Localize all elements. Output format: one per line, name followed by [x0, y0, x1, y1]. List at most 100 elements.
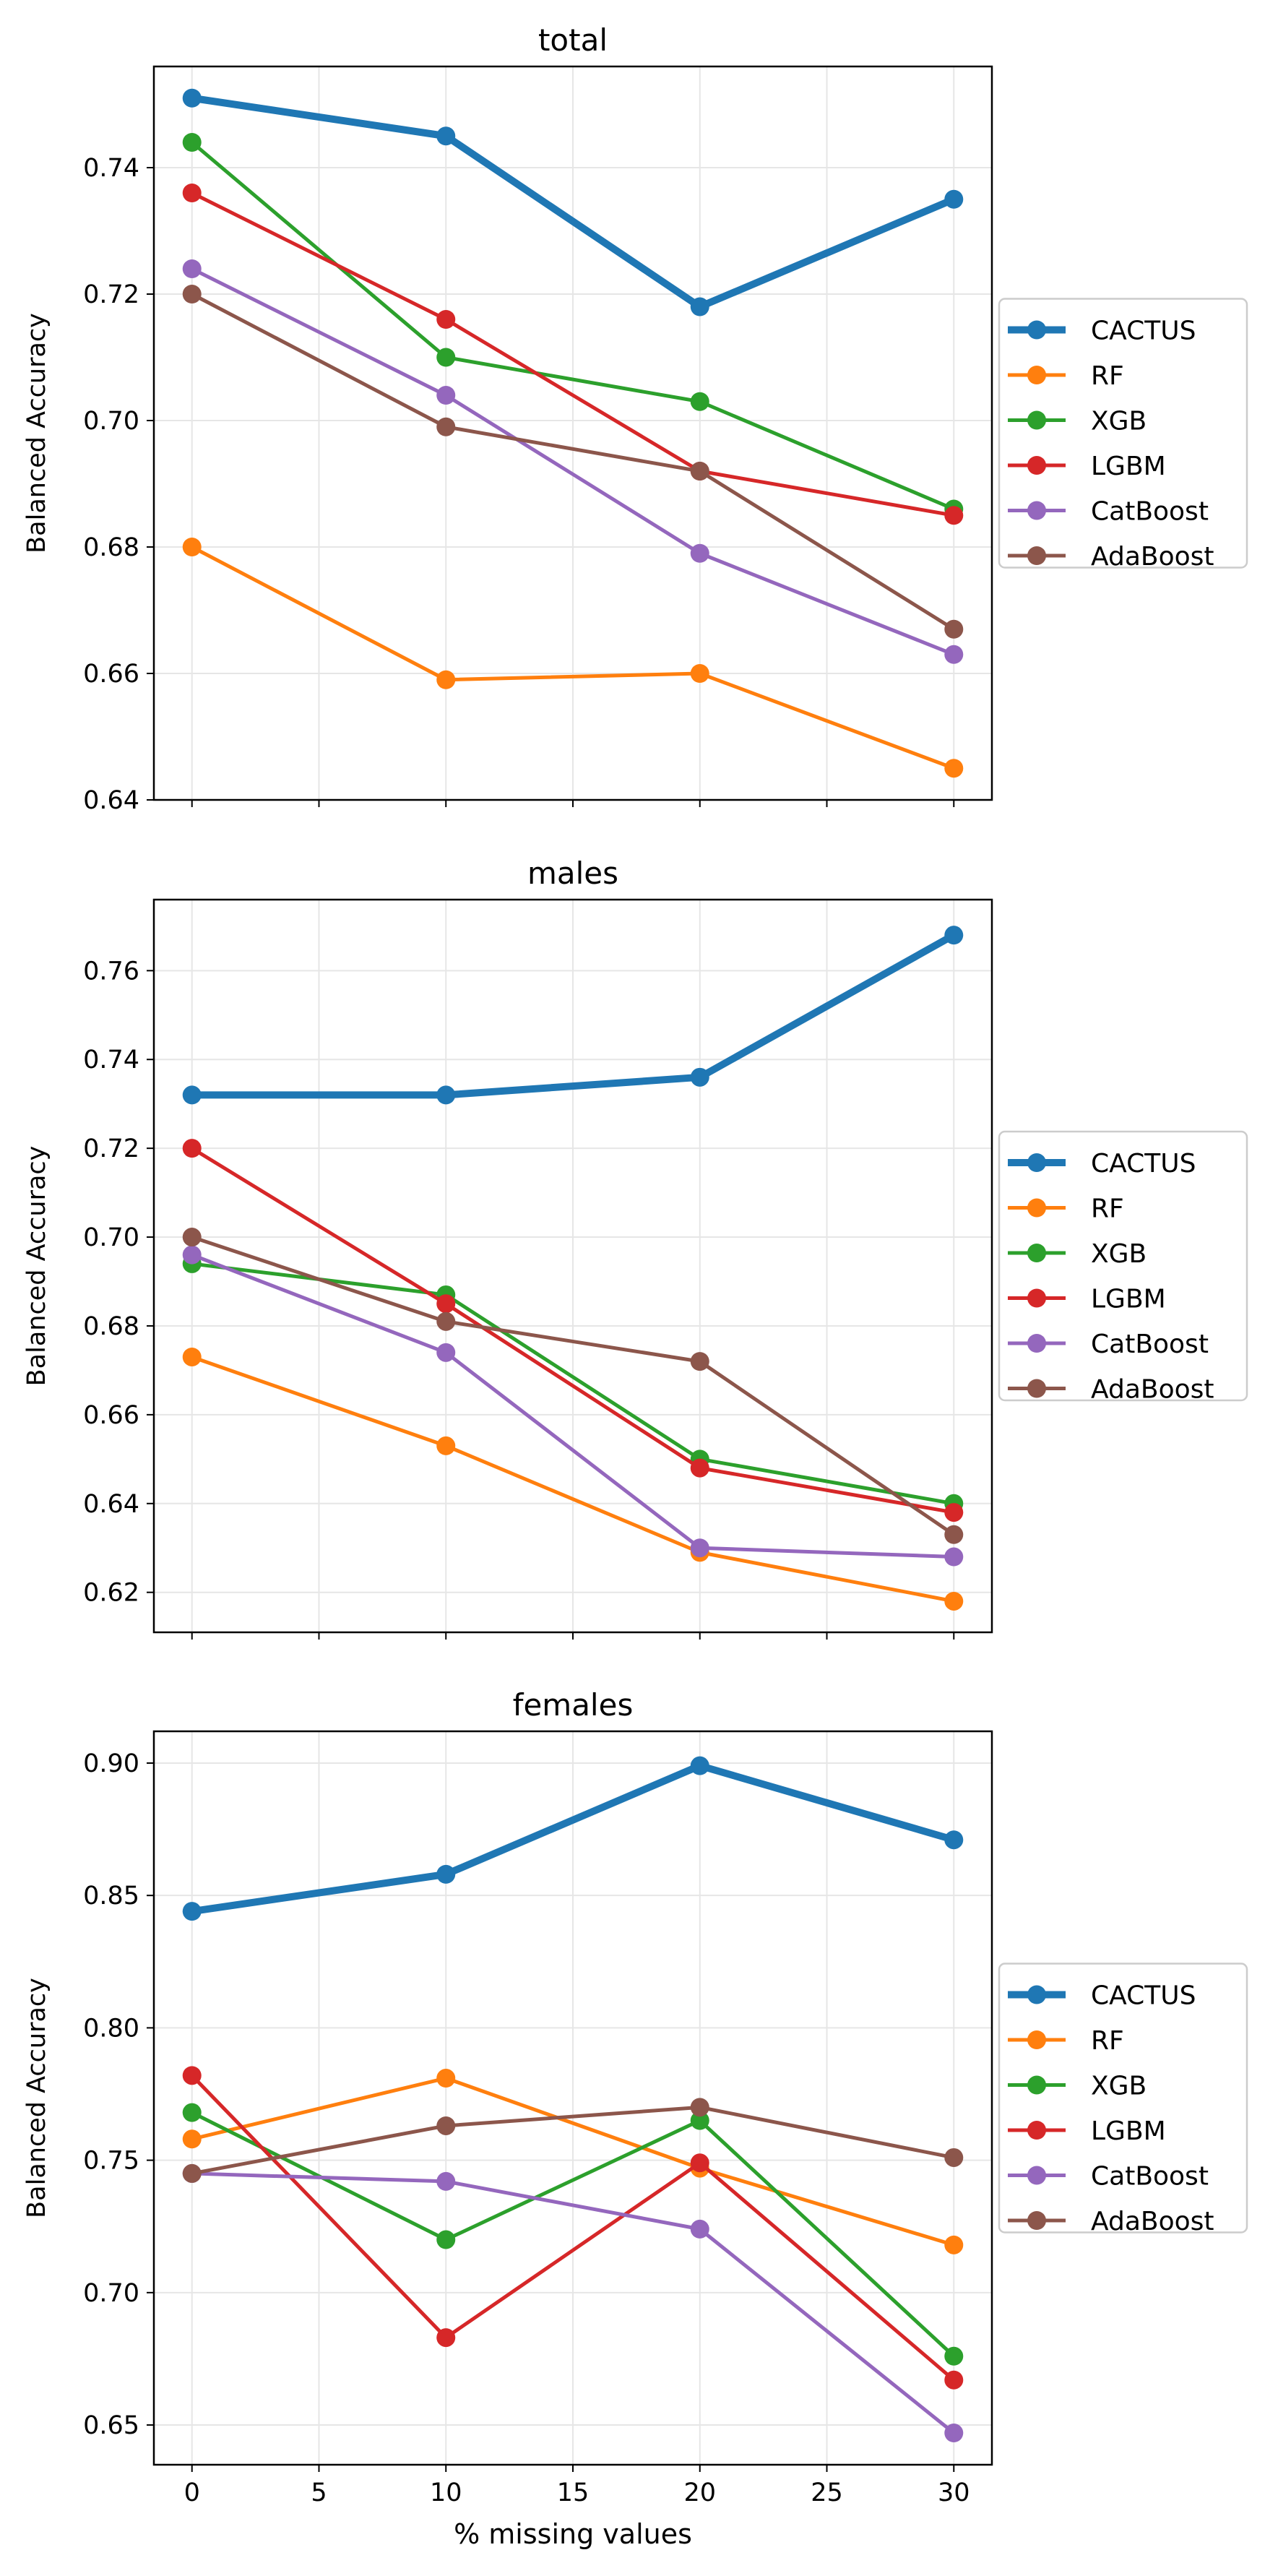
legend-label: RF [1091, 1194, 1124, 1224]
y-tick-label: 0.72 [83, 280, 139, 309]
x-tick-label: 0 [184, 2478, 200, 2507]
series-RF [182, 2069, 964, 2254]
legend-label: XGB [1091, 1239, 1147, 1269]
data-point-AdaBoost [690, 1352, 709, 1371]
y-tick-label: 0.76 [83, 957, 139, 986]
data-point-AdaBoost [436, 1311, 456, 1331]
series-line-CACTUS [188, 94, 958, 311]
legend-label: XGB [1091, 2072, 1147, 2101]
y-tick-label: 0.65 [83, 2411, 139, 2440]
legend-marker-LGBM [1027, 456, 1046, 475]
data-point-AdaBoost [182, 2163, 202, 2183]
data-point-AdaBoost [690, 462, 709, 481]
series-CACTUS [182, 88, 964, 316]
legend-label: LGBM [1091, 1285, 1166, 1314]
x-axis-label: % missing values [454, 2518, 692, 2550]
series-line-AdaBoost [190, 2105, 956, 2176]
panel-title: males [527, 856, 618, 891]
data-point-XGB [436, 2230, 456, 2249]
data-point-RF [436, 2069, 456, 2088]
data-point-CatBoost [436, 2171, 456, 2191]
y-tick-label: 0.74 [83, 154, 139, 183]
series-CatBoost [182, 1245, 964, 1567]
legend-frame [998, 1130, 1248, 1402]
legend: CACTUS RF XGB LGBM CatBoost AdaBoost [998, 298, 1248, 572]
data-point-CACTUS [690, 297, 709, 316]
y-tick-label: 0.64 [83, 786, 139, 815]
legend-label: RF [1091, 361, 1124, 391]
series-line-CatBoost [190, 267, 956, 657]
series-line-LGBM [190, 191, 956, 517]
series-line-CACTUS [188, 931, 958, 1099]
y-axis-label: Balanced Accuracy [22, 1978, 51, 2218]
data-point-RF [436, 1436, 456, 1455]
legend-marker-AdaBoost [1027, 546, 1046, 565]
x-tick-label: 5 [311, 2478, 327, 2507]
legend-frame [998, 298, 1248, 569]
y-tick-label: 0.90 [83, 1749, 139, 1778]
legend-marker-AdaBoost [1027, 1379, 1046, 1398]
series-line-RF [190, 545, 956, 770]
data-point-AdaBoost [182, 1228, 202, 1247]
series-line-LGBM [190, 1146, 956, 1515]
data-point-CACTUS [944, 926, 964, 945]
data-point-CACTUS [436, 1085, 456, 1105]
y-tick-label: 0.80 [83, 2014, 139, 2043]
data-point-AdaBoost [436, 417, 456, 436]
data-point-AdaBoost [944, 1525, 964, 1544]
grid [154, 1731, 992, 2465]
series-AdaBoost [182, 2098, 964, 2183]
data-point-AdaBoost [182, 285, 202, 303]
y-tick-label: 0.66 [83, 1401, 139, 1430]
series-AdaBoost [182, 285, 964, 639]
series-LGBM [182, 2066, 964, 2390]
data-point-RF [182, 2129, 202, 2149]
legend-marker-CACTUS [1027, 1153, 1046, 1172]
data-point-LGBM [690, 2153, 709, 2173]
legend-marker-CACTUS [1027, 1985, 1046, 2004]
legend-label: CACTUS [1091, 1149, 1196, 1179]
y-tick-label: 0.64 [83, 1490, 139, 1519]
series-line-CACTUS [188, 1762, 958, 1916]
series-line-RF [190, 1355, 956, 1603]
y-tick-label: 0.70 [83, 407, 139, 436]
legend-label: XGB [1091, 407, 1147, 436]
data-point-RF [436, 670, 456, 689]
legend-marker-CatBoost [1027, 2166, 1046, 2185]
series-AdaBoost [182, 1228, 964, 1544]
data-point-AdaBoost [944, 2148, 964, 2167]
data-point-CatBoost [436, 386, 456, 405]
series-line-CatBoost [190, 1253, 956, 1559]
legend-label: LGBM [1091, 452, 1166, 481]
legend: CACTUS RF XGB LGBM CatBoost AdaBoost [998, 1130, 1248, 1405]
data-point-LGBM [436, 2328, 456, 2348]
data-point-RF [182, 538, 202, 556]
data-point-LGBM [182, 1139, 202, 1158]
data-point-XGB [690, 2111, 709, 2130]
y-tick-label: 0.68 [83, 533, 139, 562]
data-point-XGB [436, 348, 456, 367]
grid [154, 66, 992, 801]
data-point-LGBM [690, 1458, 709, 1478]
legend-label: LGBM [1091, 2116, 1166, 2146]
data-point-AdaBoost [690, 2098, 709, 2117]
data-point-CACTUS [182, 1902, 202, 1921]
data-point-CatBoost [690, 2219, 709, 2239]
y-tick-label: 0.85 [83, 1882, 139, 1911]
data-point-CatBoost [944, 2424, 964, 2443]
legend-label: RF [1091, 2026, 1124, 2056]
data-point-CACTUS [436, 1864, 456, 1884]
data-point-RF [944, 2235, 964, 2254]
data-point-CatBoost [690, 543, 709, 563]
x-tick-label: 25 [811, 2478, 843, 2507]
legend-marker-LGBM [1027, 1288, 1046, 1308]
series-CatBoost [182, 259, 964, 664]
data-point-XGB [182, 133, 202, 152]
data-point-RF [182, 1347, 202, 1366]
legend-label: CACTUS [1091, 1981, 1196, 2011]
legend-label: AdaBoost [1091, 542, 1214, 572]
chart-panel-males: 0.62 0.64 0.66 0.68 0.70 0.72 0.74 0.76 males Bal… [22, 856, 1248, 1640]
y-tick-label: 0.70 [83, 1223, 139, 1252]
series-line-RF [190, 2076, 956, 2247]
